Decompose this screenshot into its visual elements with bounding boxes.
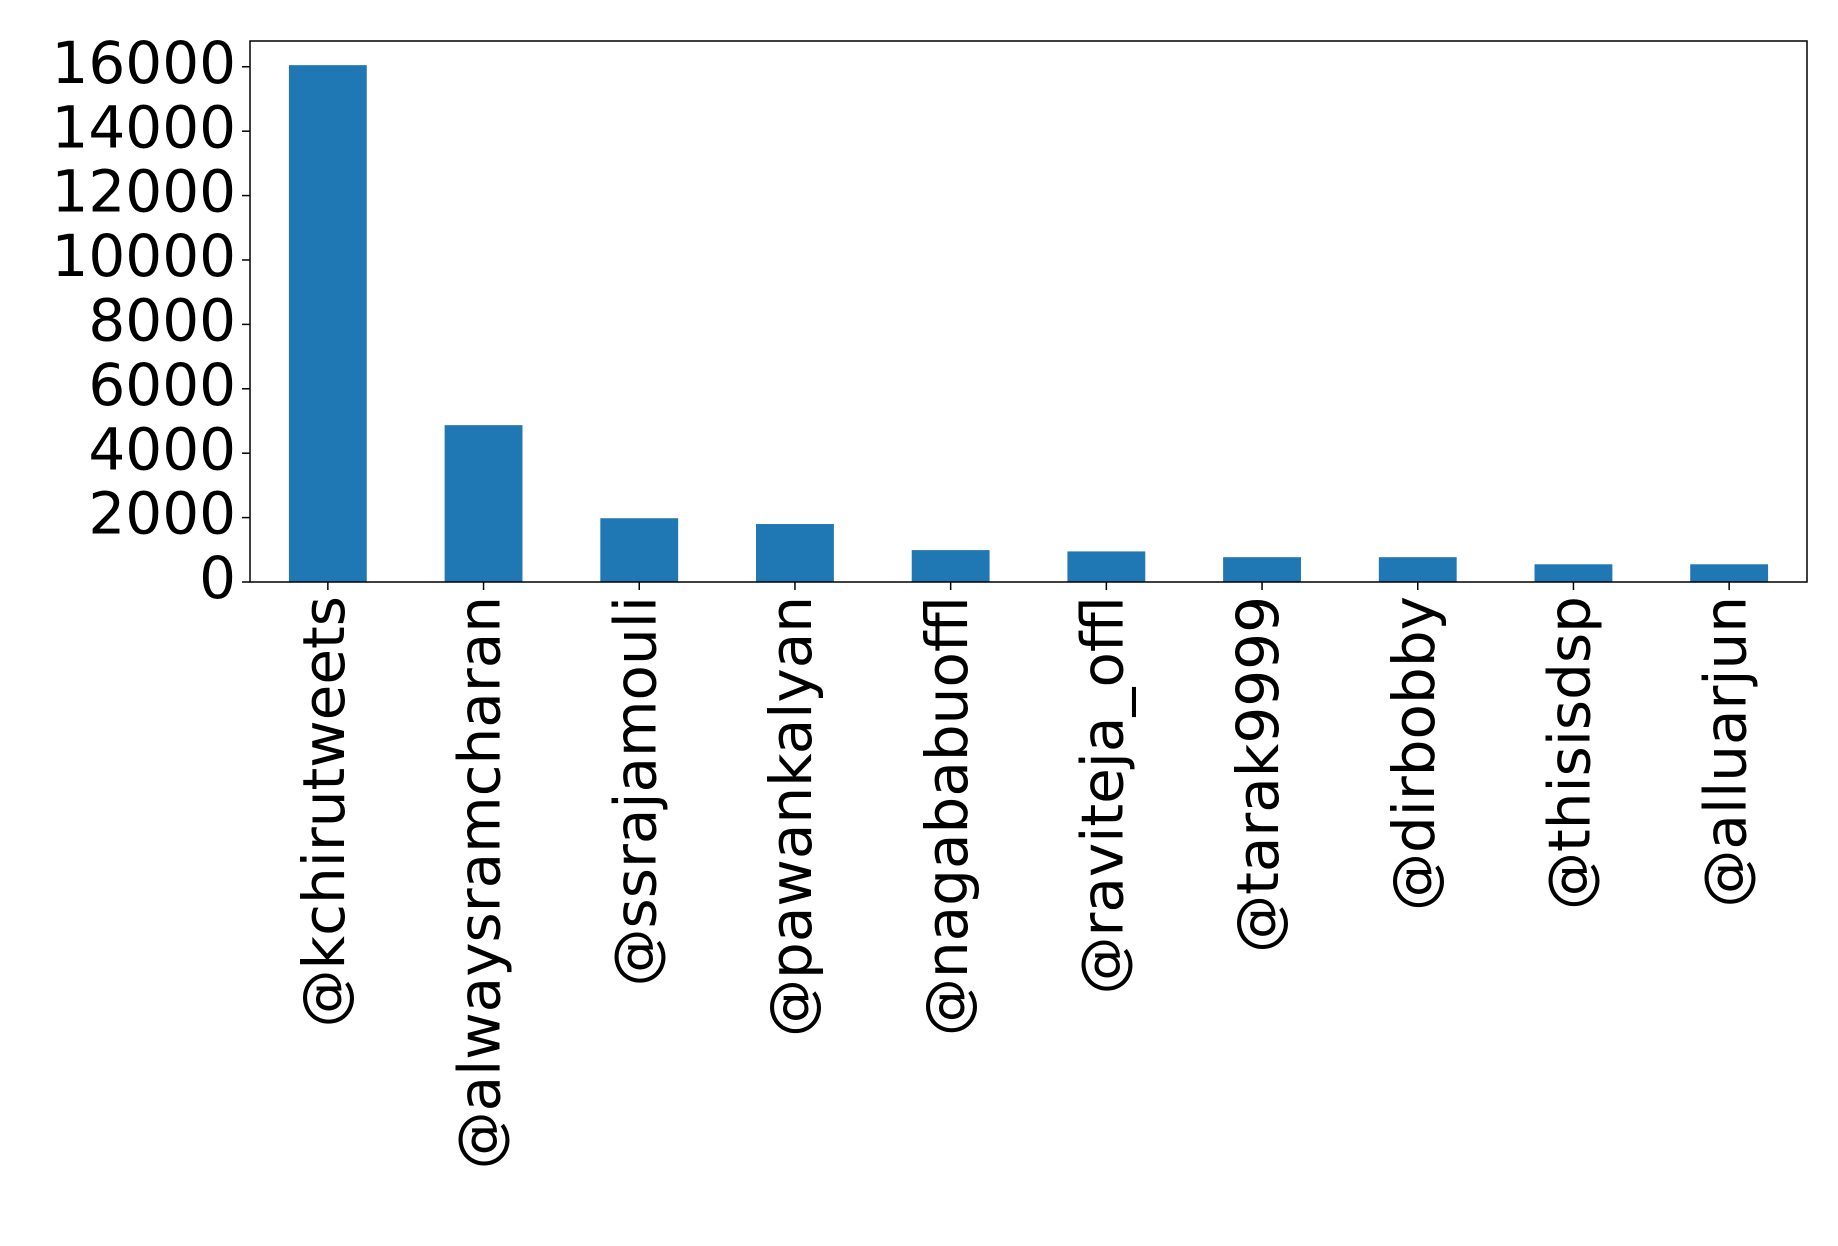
x-tick-label: @raviteja_offl (1068, 596, 1136, 994)
y-tick-label: 4000 (88, 415, 236, 483)
y-tick-label: 10000 (51, 222, 236, 290)
y-tick-label: 12000 (51, 158, 236, 226)
x-tick-label: @tarak9999 (1224, 596, 1292, 953)
bar (1067, 551, 1146, 582)
x-tick-label: @pawankalyan (757, 596, 825, 1037)
y-tick-label: 8000 (88, 286, 236, 354)
bar (911, 550, 990, 582)
bar (1534, 564, 1613, 582)
plot-frame (249, 40, 1808, 583)
bar (600, 518, 679, 582)
x-tick-label: @ssrajamouli (601, 596, 669, 986)
bar (756, 524, 834, 582)
x-tick-label: @nagababuoffl (913, 596, 981, 1036)
bar (444, 425, 523, 582)
bar (288, 65, 367, 582)
x-tick-label: @dirbobby (1380, 596, 1448, 911)
bar (1378, 557, 1457, 582)
x-tick-label: @thisisdsp (1536, 596, 1604, 910)
y-tick-label: 0 (199, 544, 236, 612)
y-tick-label: 14000 (51, 93, 236, 161)
y-tick-label: 2000 (88, 480, 236, 548)
x-tick-label: @alluarjun (1691, 596, 1759, 908)
x-tick-label: @alwaysramcharan (446, 596, 514, 1169)
x-tick-label: @kchirutweets (290, 596, 358, 1027)
bar (1690, 564, 1769, 582)
y-tick-label: 6000 (88, 351, 236, 419)
bar (1223, 557, 1301, 582)
y-tick-label: 16000 (51, 29, 236, 97)
